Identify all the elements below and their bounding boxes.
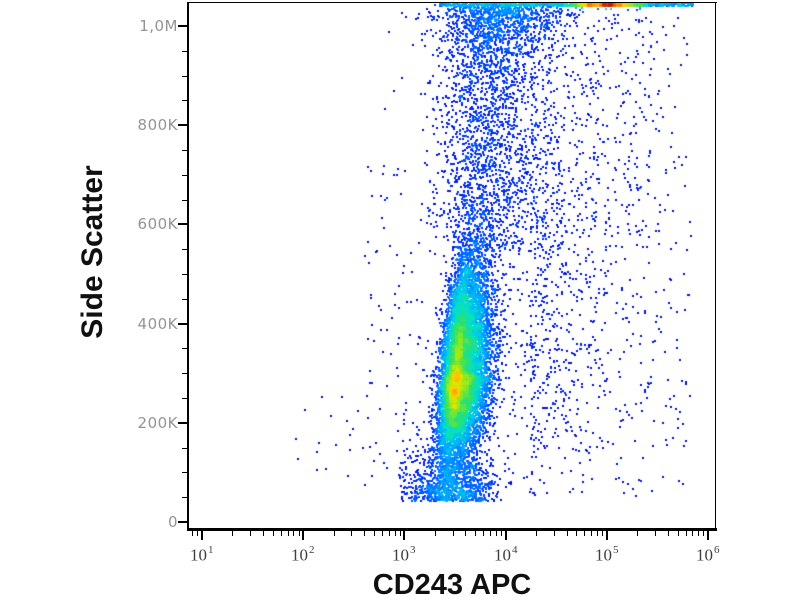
x-minor-tick <box>273 531 274 536</box>
x-minor-tick <box>536 531 537 536</box>
x-minor-tick <box>299 531 300 536</box>
y-major-tick <box>178 25 187 27</box>
x-minor-tick <box>197 531 198 536</box>
x-minor-tick <box>496 531 497 536</box>
x-minor-tick <box>435 531 436 536</box>
y-major-tick <box>178 422 187 424</box>
y-tick-label: 800K <box>137 116 178 134</box>
y-axis-title: Side Scatter <box>76 165 109 339</box>
y-tick-label: 600K <box>137 215 178 233</box>
x-major-tick <box>505 531 507 540</box>
y-tick-label: 1,0M <box>139 17 178 35</box>
y-major-tick <box>178 223 187 225</box>
x-minor-tick <box>400 531 401 536</box>
y-minor-tick <box>182 274 187 275</box>
x-major-tick <box>707 531 709 540</box>
x-minor-tick <box>293 531 294 536</box>
x-minor-tick <box>382 531 383 536</box>
y-major-tick <box>178 323 187 325</box>
x-minor-tick <box>584 531 585 536</box>
y-minor-tick <box>182 373 187 374</box>
x-minor-tick <box>453 531 454 536</box>
x-major-tick <box>403 531 405 540</box>
x-minor-tick <box>351 531 352 536</box>
y-minor-tick <box>182 76 187 77</box>
y-minor-tick <box>182 448 187 449</box>
x-tick-label: 104 <box>494 544 518 565</box>
x-minor-tick <box>263 531 264 536</box>
x-minor-tick <box>192 531 193 536</box>
plot-right-border <box>715 2 716 529</box>
x-tick-label: 105 <box>595 544 619 565</box>
y-minor-tick <box>182 472 187 473</box>
y-minor-tick <box>182 175 187 176</box>
x-minor-tick <box>567 531 568 536</box>
x-major-tick <box>201 531 203 540</box>
x-minor-tick <box>692 531 693 536</box>
x-minor-tick <box>686 531 687 536</box>
y-minor-tick <box>182 398 187 399</box>
x-minor-tick <box>395 531 396 536</box>
x-minor-tick <box>389 531 390 536</box>
y-major-tick <box>178 124 187 126</box>
x-minor-tick <box>232 531 233 536</box>
density-scatter-canvas <box>189 3 716 528</box>
x-tick-label: 101 <box>190 544 214 565</box>
x-minor-tick <box>374 531 375 536</box>
y-major-tick <box>178 521 187 523</box>
y-minor-tick <box>182 299 187 300</box>
x-minor-tick <box>475 531 476 536</box>
x-minor-tick <box>364 531 365 536</box>
y-minor-tick <box>182 51 187 52</box>
x-minor-tick <box>703 531 704 536</box>
x-tick-label: 102 <box>291 544 315 565</box>
y-minor-tick <box>182 249 187 250</box>
y-tick-label: 400K <box>137 315 178 333</box>
x-minor-tick <box>637 531 638 536</box>
plot-top-border <box>189 2 717 3</box>
x-tick-label: 106 <box>696 544 720 565</box>
x-minor-tick <box>554 531 555 536</box>
y-tick-label: 0 <box>167 513 178 531</box>
x-minor-tick <box>678 531 679 536</box>
x-minor-tick <box>490 531 491 536</box>
x-minor-tick <box>334 531 335 536</box>
y-axis-line <box>187 2 189 531</box>
y-minor-tick <box>182 497 187 498</box>
x-minor-tick <box>597 531 598 536</box>
x-minor-tick <box>602 531 603 536</box>
x-minor-tick <box>288 531 289 536</box>
x-axis-line <box>187 528 717 531</box>
x-minor-tick <box>591 531 592 536</box>
y-minor-tick <box>182 150 187 151</box>
x-minor-tick <box>668 531 669 536</box>
x-minor-tick <box>501 531 502 536</box>
y-minor-tick <box>182 348 187 349</box>
x-minor-tick <box>576 531 577 536</box>
x-minor-tick <box>250 531 251 536</box>
y-minor-tick <box>182 200 187 201</box>
x-minor-tick <box>698 531 699 536</box>
x-minor-tick <box>483 531 484 536</box>
y-tick-label: 200K <box>137 414 178 432</box>
x-minor-tick <box>465 531 466 536</box>
x-minor-tick <box>281 531 282 536</box>
x-tick-label: 103 <box>392 544 416 565</box>
x-axis-title: CD243 APC <box>372 569 532 600</box>
x-minor-tick <box>655 531 656 536</box>
x-major-tick <box>606 531 608 540</box>
y-minor-tick <box>182 100 187 101</box>
x-major-tick <box>302 531 304 540</box>
